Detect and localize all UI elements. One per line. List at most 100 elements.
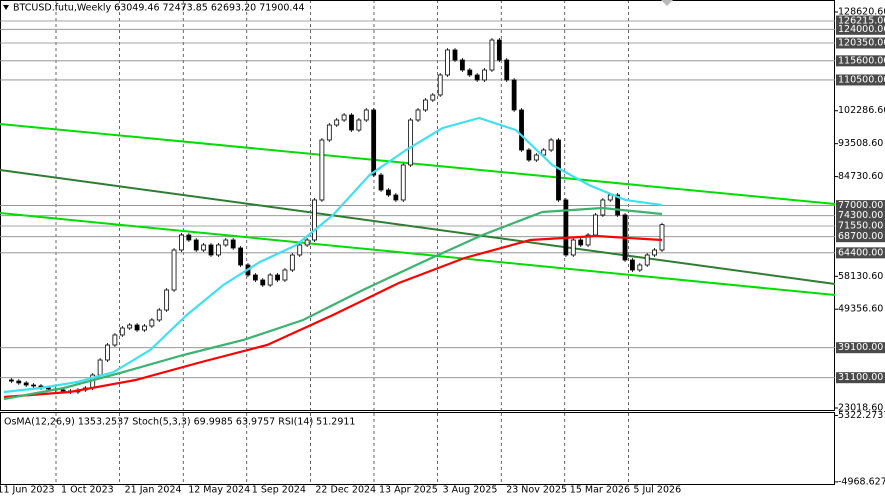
moving-average	[3, 234, 663, 399]
level-label-box	[836, 37, 885, 49]
candle-body	[637, 264, 643, 271]
candle-body	[171, 249, 177, 291]
candle-body	[630, 259, 635, 271]
candle-body	[238, 247, 243, 266]
candle-body	[156, 309, 162, 321]
candle-body	[201, 244, 207, 251]
candle-body	[363, 109, 369, 121]
indicator-title: OsMA(12,26,9) 1353.2537 Stoch(5,3,3) 69.…	[4, 417, 355, 428]
level-label: 74300.00	[838, 210, 883, 221]
candle-body	[304, 239, 310, 246]
level-label: 120350.00	[838, 38, 885, 49]
level-label-box	[836, 23, 885, 35]
candle-body	[8, 379, 14, 382]
candle-body	[312, 199, 317, 241]
scroll-marker	[661, 0, 673, 6]
candle-body	[216, 244, 221, 256]
x-tick-label: 15 Mar 2026	[570, 485, 630, 496]
candle-body	[474, 74, 480, 81]
candle-body	[208, 244, 214, 256]
candle-body	[415, 109, 421, 121]
candle-body	[164, 289, 170, 311]
level-label: 31100.00	[838, 372, 883, 383]
trendline	[0, 212, 836, 297]
candle-body	[319, 139, 325, 201]
candle-body	[452, 49, 458, 61]
candle-body	[519, 109, 524, 151]
candle-body	[445, 49, 450, 76]
candle-body	[193, 239, 199, 251]
level-label: 77000.00	[838, 200, 883, 211]
candle-body	[134, 324, 140, 331]
indicator-panel-frame	[0, 412, 835, 485]
candle-body	[112, 334, 118, 346]
level-label-box	[836, 231, 885, 243]
candle-body	[275, 274, 280, 281]
candle-body	[179, 234, 184, 251]
candle-body	[652, 249, 658, 256]
chart-title: BTCUSD.futu,Weekly 63049.46 72473.85 626…	[13, 3, 305, 14]
indicator-tick-label: 5322.2737	[838, 410, 885, 421]
level-label-box	[836, 15, 885, 27]
x-tick-label: 1 Sep 2024	[252, 485, 306, 496]
x-tick-label: 11 Jun 2023	[0, 485, 55, 496]
candle-body	[341, 114, 347, 121]
y-tick-label: 128620.60	[838, 6, 885, 17]
candle-body	[260, 279, 266, 286]
candle-body	[459, 59, 465, 71]
level-label-box	[836, 74, 885, 86]
x-tick-label: 23 Nov 2025	[506, 485, 567, 496]
candle-body	[45, 387, 51, 390]
x-tick-label: 21 Jan 2024	[125, 485, 182, 496]
candle-body	[349, 114, 354, 131]
trendline	[0, 168, 836, 285]
trendline	[0, 123, 836, 205]
menu-icon[interactable]	[3, 5, 9, 10]
candle-body	[437, 74, 443, 96]
candle-body	[142, 325, 147, 331]
candle-body	[526, 149, 532, 161]
candle-body	[585, 234, 591, 246]
level-label-box	[836, 200, 885, 212]
candle-body	[282, 269, 288, 281]
x-tick-label: 13 Apr 2025	[379, 485, 438, 496]
x-tick-label: 12 May 2024	[188, 485, 250, 496]
candle-body	[511, 79, 517, 111]
candle-body	[548, 139, 554, 151]
candle-body	[563, 199, 569, 256]
y-tick-label: 93508.60	[838, 138, 883, 149]
level-label-box	[836, 342, 885, 354]
candle-body	[423, 99, 428, 111]
candle-body	[267, 274, 273, 286]
candle-body	[378, 174, 384, 191]
candle-body	[356, 119, 362, 131]
candle-body	[533, 154, 539, 161]
candle-body	[23, 382, 29, 386]
candle-body	[386, 189, 391, 196]
candle-body	[400, 164, 406, 201]
candle-body	[615, 194, 621, 216]
level-label: 71550.00	[838, 221, 883, 232]
indicator-tick-label: -4968.6279	[838, 476, 885, 487]
candle-body	[326, 124, 332, 141]
candle-body	[334, 119, 340, 126]
candle-body	[496, 39, 502, 61]
level-label: 126215.00	[838, 16, 885, 27]
x-tick-label: 22 Dec 2024	[315, 485, 376, 496]
candle-body	[223, 239, 229, 246]
candle-body	[578, 239, 584, 246]
y-tick-label: 84730.60	[838, 171, 883, 182]
level-label: 68700.00	[838, 231, 883, 242]
candle-body	[371, 109, 377, 176]
candle-body	[16, 380, 22, 384]
level-label-box	[836, 210, 885, 222]
y-tick-label: 49356.60	[838, 304, 883, 315]
level-label: 110500.00	[838, 74, 885, 85]
candle-body	[31, 384, 36, 387]
candle-body	[482, 69, 487, 81]
candle-body	[489, 39, 495, 71]
candle-body	[149, 319, 155, 327]
candle-body	[607, 194, 613, 201]
candle-body	[289, 254, 295, 271]
